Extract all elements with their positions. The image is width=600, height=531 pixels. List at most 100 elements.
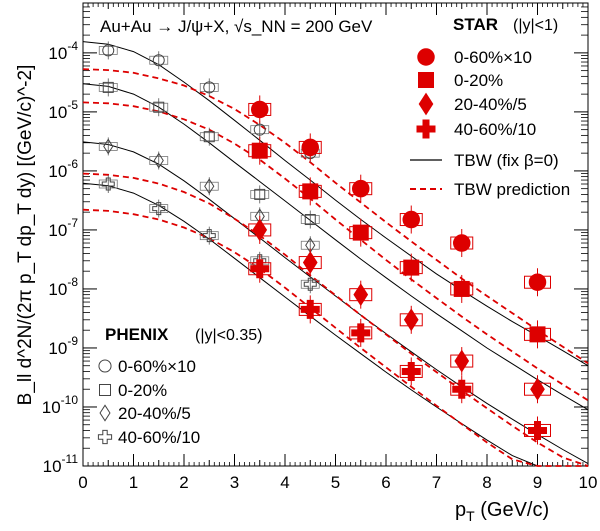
star-legend-markers [416, 48, 436, 139]
phenix-legend-item: 40-60%/10 [118, 428, 200, 447]
star-point [351, 323, 371, 343]
star-legend-marker [416, 119, 436, 139]
tbw-fix-curve [82, 83, 589, 411]
axis-ticks [82, 2, 589, 467]
star-point [403, 259, 420, 276]
star-point [453, 234, 471, 252]
star-point [528, 273, 547, 291]
y-tick-label-exp: -11 [62, 452, 79, 466]
phenix-point [153, 101, 165, 113]
y-tick-label: 10-7 [48, 216, 78, 240]
star-legend-item: 40-60%/10 [454, 120, 536, 139]
y-axis-label: B_ll d^2N/(2π p_T dp_T dy) [(GeV/c)^-2] [15, 65, 36, 406]
phenix-point [103, 138, 114, 155]
star-point [403, 308, 419, 332]
data-points [98, 41, 551, 445]
y-tick-label-exp: -10 [61, 393, 79, 407]
star-legend: STAR (|y|<1) 0-60%×10 0-20% 20-40%/5 40-… [410, 15, 570, 199]
phenix-point [102, 81, 114, 93]
y-tick-label: 10-9 [48, 334, 78, 358]
phenix-legend-item: 0-20% [118, 381, 167, 400]
star-point [530, 377, 545, 401]
x-tick-label: 8 [482, 473, 491, 492]
phenix-legend: PHENIX (|y|<0.35) 0-60%×10 0-20% 20-40%/… [97, 325, 262, 447]
phenix-point [202, 229, 216, 243]
star-point [452, 379, 472, 399]
y-tick-label-exp: -4 [67, 39, 78, 53]
y-tick-label: 10-10 [42, 393, 79, 417]
star-legend-item: 20-40%/5 [454, 95, 527, 114]
model-curves [82, 41, 589, 467]
star-point [251, 100, 269, 119]
star-legend-marker [418, 92, 434, 116]
phenix-point [102, 44, 115, 57]
tbw-fix-curve [82, 41, 589, 367]
x-tick-label: 2 [179, 473, 188, 492]
tbw-prediction-curve [82, 208, 588, 467]
star-point [353, 283, 369, 307]
collision-annotation: Au+Au → J/ψ+X, √s_NN = 200 GeV [100, 17, 373, 36]
star-point [250, 259, 270, 279]
star-point [300, 299, 320, 319]
phenix-legend-subtitle: (|y|<0.35) [195, 327, 262, 344]
phenix-legend-marker [99, 404, 111, 422]
x-tick-label: 9 [533, 473, 542, 492]
x-tick-label: 0 [78, 473, 87, 492]
tbw-fix-legend-label: TBW (fix β=0) [454, 151, 559, 170]
star-point [401, 361, 421, 381]
tbw-prediction-curve [82, 172, 589, 467]
y-tick-label-exp: -5 [67, 98, 78, 112]
star-point [302, 251, 318, 274]
phenix-legend-item: 20-40%/5 [118, 404, 191, 423]
star-point [529, 326, 546, 343]
y-tick-label-exp: -6 [67, 157, 78, 171]
phenix-point [303, 277, 317, 291]
x-axis-label-sub: T [466, 508, 475, 524]
y-tick-label-exp: -7 [67, 216, 78, 230]
y-tick-label: 10-11 [43, 452, 79, 476]
y-tick-label-base: 10 [48, 221, 67, 240]
star-point [453, 280, 470, 297]
phenix-point [304, 214, 316, 226]
tbw-prediction-curve [82, 68, 589, 365]
y-tick-label: 10-5 [48, 98, 78, 122]
star-legend-marker [417, 48, 435, 66]
tick-labels: 0 1 2 3 4 5 6 7 8 9 1010-1110-1010-910-810-710-610… [42, 39, 598, 492]
star-point [301, 138, 319, 157]
phenix-point [152, 54, 165, 67]
x-axis-label-main: p [455, 499, 466, 521]
x-tick-label: 4 [280, 473, 289, 492]
star-legend-item: 0-60%×10 [454, 48, 532, 67]
star-legend-item: 0-20% [454, 71, 503, 90]
y-tick-label: 10-8 [48, 275, 78, 299]
x-tick-label: 7 [432, 473, 441, 492]
x-tick-label: 1 [129, 473, 138, 492]
phenix-legend-markers [97, 359, 113, 445]
phenix-point [153, 152, 164, 169]
y-tick-label-base: 10 [48, 280, 67, 299]
x-axis-label-rest: (GeV/c) [475, 499, 549, 521]
star-legend-title: STAR [453, 15, 498, 34]
phenix-legend-title: PHENIX [105, 325, 169, 344]
tbw-fix-curve [82, 182, 588, 467]
phenix-legend-marker [99, 384, 111, 396]
phenix-point [203, 81, 216, 94]
y-tick-label-exp: -8 [67, 275, 78, 289]
x-tick-label: 10 [579, 473, 598, 492]
star-point [402, 210, 420, 229]
tbw-fix-curve [82, 141, 589, 465]
y-tick-label-base: 10 [48, 44, 67, 63]
x-tick-label: 6 [381, 473, 390, 492]
y-tick-label-base: 10 [48, 103, 67, 122]
star-point [528, 420, 547, 440]
phenix-legend-item: 0-60%×10 [118, 357, 196, 376]
phenix-point [204, 178, 215, 195]
y-tick-label: 10-6 [48, 157, 78, 181]
y-tick-label-base: 10 [48, 339, 67, 358]
phenix-point [253, 123, 266, 136]
phenix-point [203, 131, 215, 143]
star-point [252, 218, 268, 242]
phenix-legend-marker [97, 429, 113, 445]
star-point [352, 224, 369, 241]
